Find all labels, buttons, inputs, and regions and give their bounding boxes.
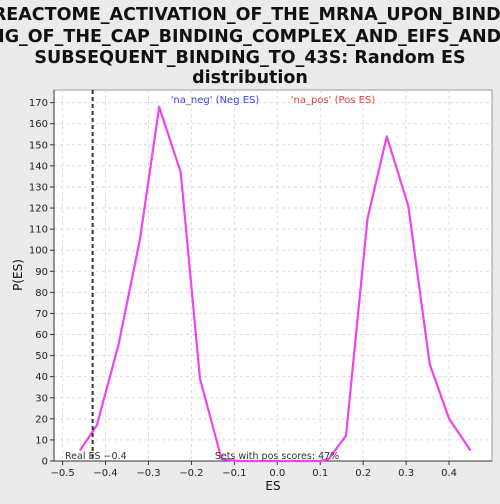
x-tick-label: 0.3 <box>398 468 414 479</box>
y-tick-label: 100 <box>29 246 48 257</box>
x-tick-label: −0.1 <box>222 468 246 479</box>
y-tick-label: 80 <box>35 288 48 299</box>
title-line-4: distribution <box>192 68 308 88</box>
x-tick-label: 0.4 <box>441 468 457 479</box>
x-tick-label: 0.2 <box>355 468 371 479</box>
title-line-2: NG_OF_THE_CAP_BINDING_COMPLEX_AND_EIFS_A… <box>0 27 500 47</box>
chart-title: REACTOME_ACTIVATION_OF_THE_MRNA_UPON_BIN… <box>0 5 500 88</box>
y-tick-label: 140 <box>29 161 48 172</box>
x-tick-label: 0.1 <box>312 468 328 479</box>
series-line-2 <box>277 135 472 463</box>
y-axis-label: P(ES) <box>11 259 25 291</box>
y-tick-label: 150 <box>29 140 48 151</box>
x-tick-label: −0.2 <box>179 468 203 479</box>
title-line-3: SUBSEQUENT_BINDING_TO_43S: Random ES <box>34 48 465 68</box>
title-line-1: REACTOME_ACTIVATION_OF_THE_MRNA_UPON_BIN… <box>0 5 500 25</box>
y-tick-label: 0 <box>42 457 48 468</box>
legend-neg-es: 'na_neg' (Neg ES) <box>171 95 260 106</box>
x-tick-label: −0.4 <box>93 468 117 479</box>
x-axis-label: ES <box>265 479 280 493</box>
y-tick-label: 70 <box>35 309 48 320</box>
plot-area <box>53 89 493 462</box>
y-tick-label: 30 <box>35 393 48 404</box>
grid-lines <box>54 90 492 461</box>
y-tick-label: 10 <box>35 435 48 446</box>
series-line-1 <box>78 105 278 463</box>
legend-pos-es: 'na_pos' (Pos ES) <box>291 95 376 106</box>
x-tick-label: 0.0 <box>269 468 285 479</box>
real-es-label: Real ES −0.4 <box>65 451 127 462</box>
x-tick-label: −0.5 <box>50 468 74 479</box>
x-tick-label: −0.3 <box>136 468 160 479</box>
y-tick-label: 40 <box>35 372 48 383</box>
y-tick-label: 120 <box>29 204 48 215</box>
y-tick-label: 170 <box>29 98 48 109</box>
series-lines <box>78 105 472 463</box>
y-tick-label: 90 <box>35 267 48 278</box>
pos-scores-annotation: Sets with pos scores: 47% <box>215 451 339 462</box>
y-tick-label: 160 <box>29 119 48 130</box>
y-tick-label: 110 <box>29 225 48 236</box>
axes: 0 10 20 30 40 50 60 70 80 90 100 110 120 130 140 150 160… <box>29 90 492 479</box>
y-tick-label: 20 <box>35 414 48 425</box>
y-tick-label: 60 <box>35 330 48 341</box>
y-tick-label: 130 <box>29 182 48 193</box>
y-tick-label: 50 <box>35 351 48 362</box>
